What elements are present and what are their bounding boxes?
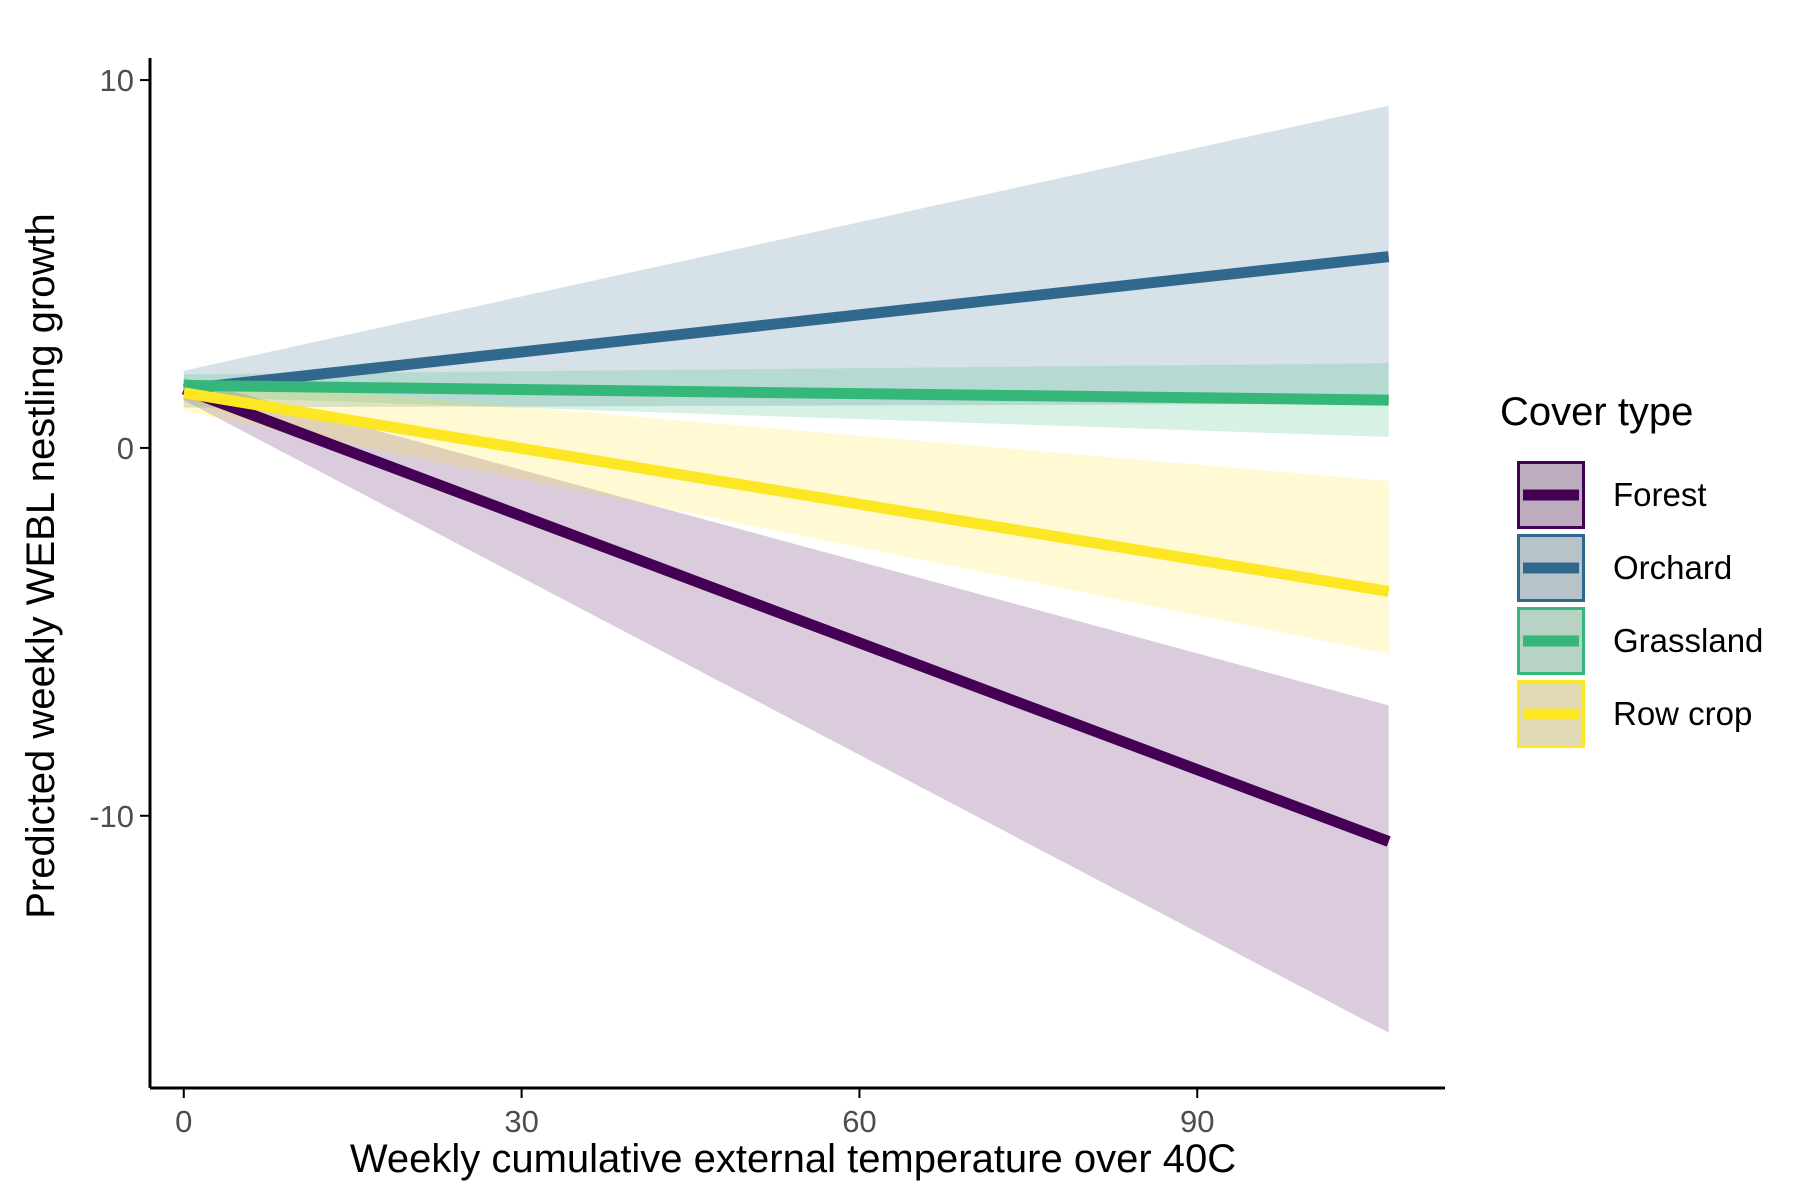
y-tick-label: -10 [89, 799, 134, 834]
x-tick-label: 0 [175, 1104, 192, 1139]
x-tick-label: 90 [1180, 1104, 1214, 1139]
line-forest [181, 383, 1391, 847]
legend-label: Row crop [1613, 695, 1752, 732]
x-tick-label: 30 [504, 1104, 538, 1139]
legend: Cover type Forest Orchard Grassland Row cro… [1500, 390, 1763, 748]
axes: 0 30 60 90 -10 0 10 [89, 58, 1445, 1139]
y-tick-label: 10 [100, 63, 134, 98]
line-orchard [183, 251, 1390, 395]
ribbon-forest [183, 378, 1389, 1033]
legend-title: Cover type [1500, 390, 1693, 434]
legend-item-forest: Forest [1517, 461, 1707, 529]
confidence-ribbons [183, 105, 1389, 1033]
y-axis-title: Predicted weekly WEBL nestling growth [19, 213, 63, 919]
legend-item-row-crop: Row crop [1517, 680, 1752, 748]
legend-item-grassland: Grassland [1517, 607, 1763, 675]
x-axis-title: Weekly cumulative external temperature o… [350, 1137, 1236, 1181]
legend-item-orchard: Orchard [1517, 534, 1732, 602]
series-lines [181, 251, 1391, 847]
legend-label: Grassland [1613, 622, 1763, 659]
legend-label: Forest [1613, 476, 1707, 513]
x-tick-label: 60 [842, 1104, 876, 1139]
line-grassland [183, 379, 1389, 406]
ribbon-orchard [183, 105, 1389, 408]
y-tick-label: 0 [117, 431, 134, 466]
line-row-crop [182, 387, 1390, 597]
legend-label: Orchard [1613, 549, 1732, 586]
ribbon-grassland [183, 363, 1389, 437]
